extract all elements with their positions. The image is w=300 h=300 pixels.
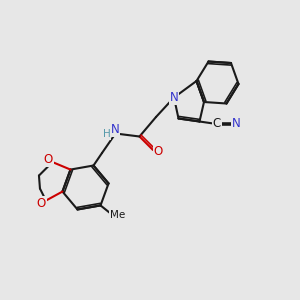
Text: N: N <box>169 91 178 104</box>
Text: C: C <box>212 117 221 130</box>
Text: H: H <box>103 129 110 139</box>
Text: N: N <box>110 123 119 136</box>
Text: O: O <box>43 153 52 166</box>
Text: N: N <box>232 117 241 130</box>
Text: O: O <box>154 145 163 158</box>
Text: Me: Me <box>110 210 125 220</box>
Text: O: O <box>37 197 46 210</box>
